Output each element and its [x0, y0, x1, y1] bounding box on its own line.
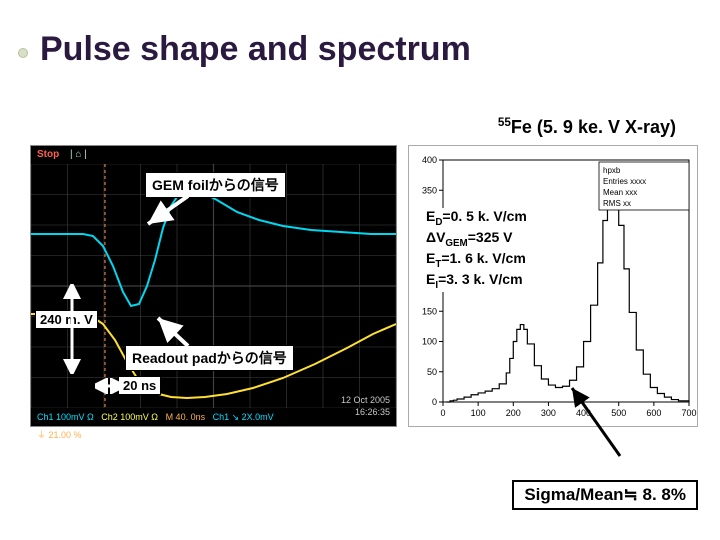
scope-stop-label: Stop: [37, 149, 59, 160]
scope-bottombar: Ch1 100mV Ω Ch2 100mV Ω M 40. 0ns Ch1 ↘ …: [31, 408, 396, 426]
sigma-mean-label: Sigma/Mean≒ 8. 8%: [512, 480, 698, 510]
scope-ch1-scale: Ch1 100mV Ω: [37, 412, 94, 422]
slide-root: Pulse shape and spectrum 55Fe (5. 9 ke. …: [0, 0, 720, 540]
title-bullet-icon: [18, 48, 28, 58]
scope-plot-area: [31, 164, 396, 408]
svg-text:0: 0: [440, 408, 445, 418]
svg-text:400: 400: [422, 155, 437, 165]
svg-text:350: 350: [422, 185, 437, 195]
svg-text:100: 100: [422, 337, 437, 347]
svg-text:500: 500: [611, 408, 626, 418]
svg-text:600: 600: [646, 408, 661, 418]
scope-trigger-info: Ch1 ↘ 2X.0mV: [213, 412, 274, 422]
svg-text:RMS xx: RMS xx: [603, 199, 631, 208]
scope-topbar-extra: | ⌂ |: [70, 149, 87, 160]
svg-text:0: 0: [432, 397, 437, 407]
svg-text:hpxb: hpxb: [603, 166, 621, 175]
slide-title: Pulse shape and spectrum: [40, 30, 471, 69]
svg-text:100: 100: [471, 408, 486, 418]
svg-text:50: 50: [427, 367, 437, 377]
svg-text:200: 200: [506, 408, 521, 418]
scope-datetime: 12 Oct 200516:26:35: [341, 394, 390, 418]
time-annotation: 20 ns: [118, 376, 161, 395]
amplitude-annotation: 240 m. V: [35, 310, 98, 329]
scope-svg: [31, 164, 396, 408]
scope-timebase: M 40. 0ns: [166, 412, 206, 422]
scope-ch2-scale: Ch2 100mV Ω: [101, 412, 158, 422]
gem-foil-label: GEM foilからの信号: [145, 172, 286, 198]
svg-text:400: 400: [576, 408, 591, 418]
svg-text:Mean xxx: Mean xxx: [603, 188, 637, 197]
svg-text:700: 700: [681, 408, 696, 418]
svg-text:150: 150: [422, 306, 437, 316]
readout-pad-label: Readout padからの信号: [125, 345, 294, 371]
scope-extra-info: ⏚ 21.00 %: [37, 430, 82, 440]
scope-topbar: Stop | ⌂ |: [31, 146, 396, 164]
fe55-caption: 55Fe (5. 9 ke. V X-ray): [498, 116, 676, 138]
svg-text:Entries xxxx: Entries xxxx: [603, 177, 646, 186]
svg-text:300: 300: [541, 408, 556, 418]
parameters-box: ED=0. 5 k. V/cmΔVGEM=325 VET=1. 6 k. V/c…: [420, 208, 533, 292]
